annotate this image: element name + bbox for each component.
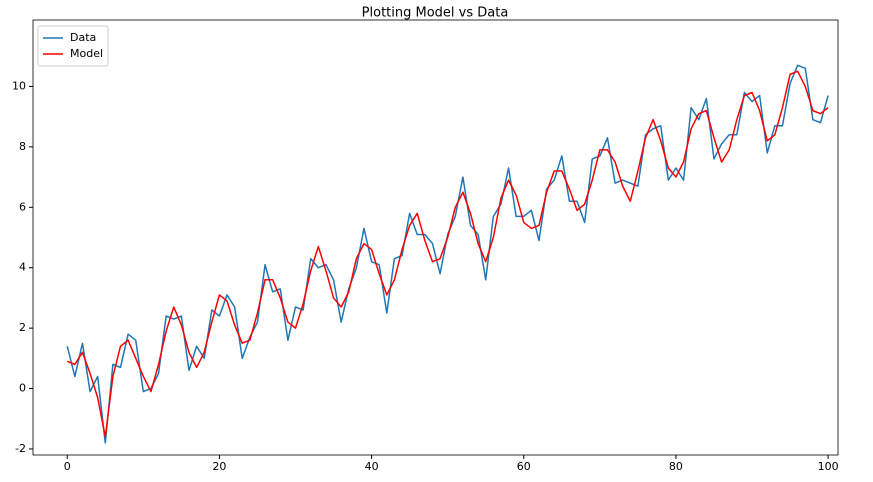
x-tick-label: 80: [669, 460, 683, 473]
legend-label: Data: [70, 31, 96, 44]
legend-label: Model: [70, 47, 103, 60]
legend-box: [37, 25, 109, 67]
series-line: [66, 70, 829, 438]
y-tick-label: 2: [19, 321, 26, 334]
y-tick-label: 10: [12, 79, 26, 92]
plot-frame: [32, 19, 839, 456]
chart-title: Plotting Model vs Data: [362, 6, 509, 21]
y-tick-label: 4: [19, 261, 26, 274]
x-tick-label: 0: [64, 460, 71, 473]
x-tick-label: 100: [818, 460, 839, 473]
x-tick-label: 60: [517, 460, 531, 473]
x-tick-label: 40: [365, 460, 379, 473]
y-tick-label: 0: [19, 382, 26, 395]
y-tick-label: 6: [19, 200, 26, 213]
y-tick-label: -2: [15, 442, 26, 455]
y-tick-label: 8: [19, 140, 26, 153]
x-tick-label: 20: [212, 460, 226, 473]
